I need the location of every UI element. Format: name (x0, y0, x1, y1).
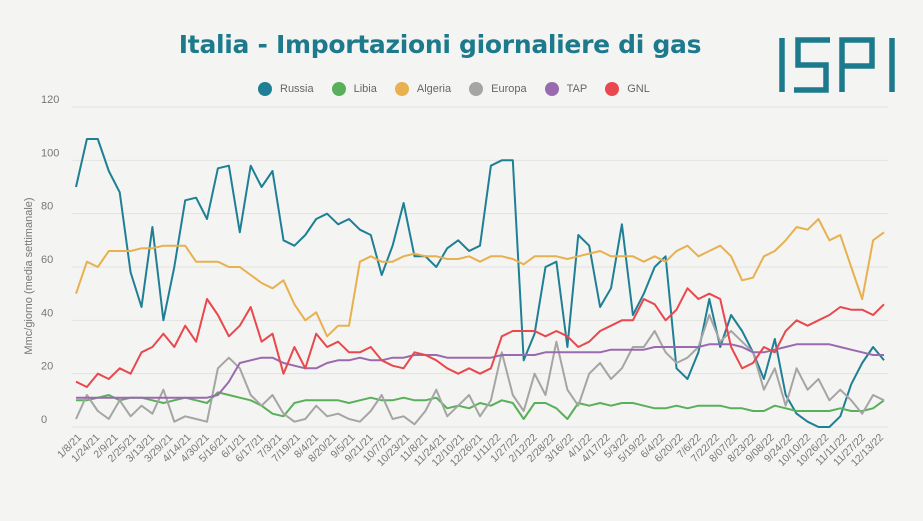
legend-item-algeria[interactable]: Algeria (394, 82, 452, 96)
legend-item-gnl[interactable]: GNL (605, 82, 650, 96)
series-line-tap (76, 343, 884, 399)
legend-marker (258, 82, 272, 96)
legend-label: TAP (566, 83, 588, 95)
legend-label: Algeria (416, 83, 452, 95)
grid-lines (72, 106, 888, 428)
series-line-russia (75, 138, 885, 428)
ispi-logo (779, 37, 895, 93)
y-tick-label: 20 (41, 361, 53, 373)
chart-title: Italia - Importazioni giornaliere di gas (178, 30, 702, 59)
y-tick-label: 60 (41, 254, 53, 266)
legend-item-tap[interactable]: TAP (544, 82, 588, 96)
legend-label: Russia (280, 83, 314, 95)
legend-item-russia[interactable]: Russia (258, 82, 314, 96)
legend-marker (469, 82, 484, 96)
y-tick-label: 40 (41, 307, 53, 319)
legend-item-libia[interactable]: Libia (331, 82, 377, 96)
y-tick-label: 120 (41, 94, 59, 106)
legend-item-europa[interactable]: Europa (469, 82, 527, 96)
series-line-gnl (75, 287, 885, 388)
legend-label: GNL (627, 83, 650, 95)
y-tick-labels: 0 20 40 60 80 100 120 (41, 94, 59, 426)
series-lines (75, 138, 885, 428)
legend-label: Europa (491, 83, 527, 95)
legend-marker (394, 82, 409, 96)
y-tick-label: 0 (41, 414, 47, 426)
series-line-europa (75, 314, 885, 426)
legend-label: Libia (353, 83, 377, 95)
series-line-algeria (75, 218, 885, 338)
legend-marker (605, 82, 620, 96)
chart-legend: Russia Libia Algeria Europa TAP GNL (258, 81, 650, 97)
y-tick-label: 100 (41, 147, 59, 159)
y-tick-label: 80 (41, 201, 53, 213)
legend-marker (544, 82, 559, 96)
x-tick-labels: 1/8/211/24/212/9/212/25/213/13/213/29/21… (55, 432, 886, 470)
legend-marker (331, 82, 346, 96)
